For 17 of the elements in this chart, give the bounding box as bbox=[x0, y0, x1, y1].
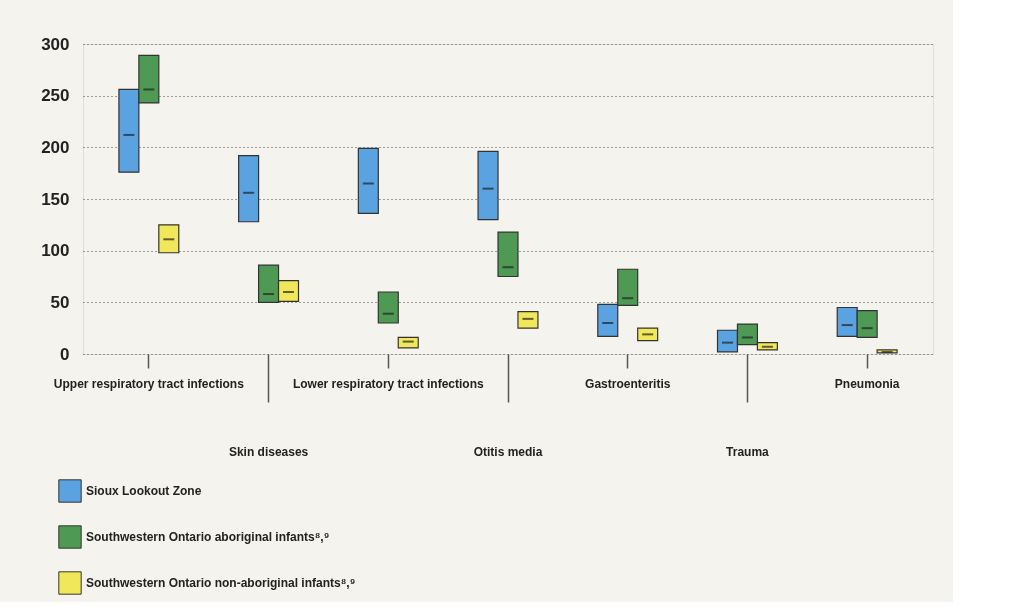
y-tick-label: 0 bbox=[60, 344, 70, 364]
y-tick-label: 250 bbox=[41, 86, 70, 106]
legend-label: Sioux Lookout Zone bbox=[86, 484, 202, 498]
legend-label: Southwestern Ontario aboriginal infants⁸,⁹ bbox=[86, 530, 330, 544]
x-tick-label: Lower respiratory tract infections bbox=[292, 376, 484, 391]
x-tick-label: Gastroenteritis bbox=[585, 376, 671, 391]
x-tick-label: Pneumonia bbox=[834, 376, 900, 391]
x-tick-label: Skin diseases bbox=[228, 444, 309, 459]
x-tick-label: Upper respiratory tract infections bbox=[53, 376, 245, 391]
y-tick-label: 200 bbox=[41, 137, 70, 157]
y-tick-label: 300 bbox=[41, 34, 70, 54]
y-tick-label: 150 bbox=[41, 189, 70, 209]
x-tick-label: Otitis media bbox=[473, 444, 543, 459]
legend-label: Southwestern Ontario non-aboriginal infants⁸,⁹ bbox=[86, 576, 356, 590]
y-tick-label: 50 bbox=[50, 292, 70, 312]
x-tick-label: Trauma bbox=[726, 444, 770, 459]
y-tick-label: 100 bbox=[41, 241, 70, 261]
